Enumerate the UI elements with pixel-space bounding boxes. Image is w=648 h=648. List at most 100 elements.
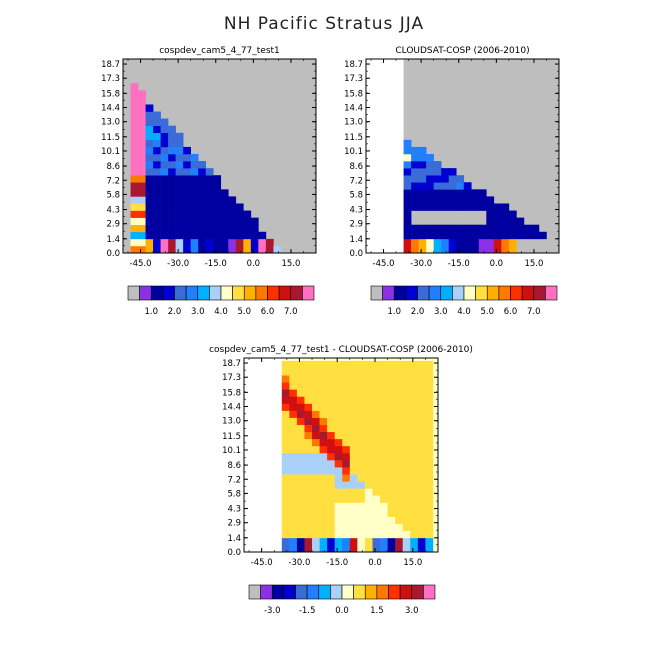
heatmap-cell — [395, 445, 404, 454]
heatmap-cell — [319, 467, 328, 475]
heatmap-cell — [175, 245, 184, 254]
heatmap-cell — [160, 182, 169, 190]
colorbar-box — [411, 584, 424, 600]
heatmap-cell — [418, 203, 427, 211]
heatmap-cell — [334, 417, 343, 425]
heatmap-cell — [410, 474, 419, 482]
heatmap-cell — [175, 203, 184, 211]
heatmap-cell — [501, 238, 510, 247]
panel-title: cospdev_cam5_4_77_test1 - CLOUDSAT-COSP … — [209, 345, 473, 355]
heatmap-cell — [138, 111, 146, 119]
heatmap-cell — [289, 502, 298, 510]
heatmap-cell — [380, 509, 388, 517]
heatmap-cell — [493, 210, 502, 218]
heatmap-cell — [426, 245, 434, 254]
heatmap-cell — [319, 474, 328, 482]
heatmap-cell — [190, 189, 199, 197]
heatmap-cell — [372, 389, 381, 397]
heatmap-cell — [342, 502, 351, 510]
heatmap-cell — [190, 182, 199, 190]
heatmap-cell — [349, 410, 358, 418]
heatmap-cell — [372, 537, 381, 546]
heatmap-cell — [304, 474, 313, 482]
heatmap-cell — [168, 182, 176, 190]
heatmap-cell — [372, 460, 381, 468]
heatmap-cell — [395, 467, 404, 475]
heatmap-cell — [190, 196, 199, 204]
heatmap-cell — [380, 403, 388, 411]
heatmap-cell — [425, 452, 434, 461]
heatmap-cell — [448, 238, 457, 247]
heatmap-cell — [410, 523, 419, 532]
heatmap-cell — [411, 182, 419, 190]
heatmap-cell — [296, 523, 305, 532]
heatmap-cell — [478, 245, 487, 254]
heatmap-cell — [153, 175, 161, 183]
heatmap-cell — [334, 382, 343, 390]
heatmap-cell — [160, 139, 169, 148]
heatmap-cell — [130, 146, 139, 155]
heatmap-cell — [349, 537, 358, 546]
heatmap-cell — [243, 238, 252, 247]
heatmap-cell — [448, 224, 457, 233]
colorbar-box — [278, 285, 292, 301]
heatmap-cell — [364, 509, 373, 517]
heatmap-cell — [319, 410, 328, 418]
heatmap-cell — [198, 189, 207, 197]
heatmap-cell — [349, 523, 358, 532]
heatmap-cell — [342, 368, 351, 376]
heatmap-cell — [342, 544, 351, 553]
heatmap-cell — [145, 231, 154, 240]
plot-frame — [365, 58, 560, 254]
heatmap-cell — [441, 182, 450, 190]
heatmap-cell — [190, 217, 199, 226]
heatmap-cell — [130, 125, 139, 134]
colorbar-box — [341, 584, 354, 600]
heatmap-cell — [160, 153, 169, 162]
heatmap-cell — [433, 175, 442, 183]
heatmap-cell — [312, 417, 320, 425]
heatmap-cell — [327, 537, 336, 546]
heatmap-cell — [130, 238, 139, 247]
heatmap-cell — [304, 481, 313, 489]
heatmap-cell — [411, 161, 419, 169]
heatmap-cell — [312, 460, 320, 468]
heatmap-cell — [410, 438, 419, 447]
heatmap-cell — [145, 196, 154, 204]
heatmap-cell — [312, 431, 320, 440]
heatmap-cell — [312, 361, 320, 369]
colorbar-label: 3.0 — [434, 307, 448, 317]
y-tick-label: 17.3 — [222, 373, 241, 383]
heatmap-cell — [486, 231, 495, 240]
heatmap-cell — [357, 509, 366, 517]
heatmap-cell — [235, 231, 244, 240]
heatmap-cell — [463, 231, 472, 240]
heatmap-cell — [426, 153, 434, 162]
heatmap-cell — [130, 118, 139, 126]
heatmap-cell — [387, 431, 396, 440]
heatmap-cell — [364, 481, 373, 489]
colorbar-box — [295, 584, 308, 600]
heatmap-cell — [402, 460, 411, 468]
heatmap-cell — [357, 438, 366, 447]
y-tick-label: 8.6 — [349, 162, 363, 172]
heatmap-cell — [364, 431, 373, 440]
heatmap-cell — [130, 245, 139, 254]
heatmap-cell — [138, 168, 146, 176]
heatmap-cell — [357, 495, 366, 503]
heatmap-cell — [296, 452, 305, 461]
heatmap-cell — [387, 537, 396, 546]
heatmap-cell — [327, 445, 336, 454]
heatmap-cell — [228, 238, 237, 247]
heatmap-cell — [372, 424, 381, 433]
y-tick-label: 14.4 — [344, 104, 363, 114]
heatmap-cell — [501, 217, 510, 226]
heatmap-cell — [456, 224, 465, 233]
heatmap-cell — [426, 203, 434, 211]
heatmap-cell — [357, 488, 366, 496]
heatmap-cell — [289, 389, 298, 397]
heatmap-cell — [213, 238, 222, 247]
colorbar-box — [498, 285, 511, 301]
heatmap-cell — [411, 153, 419, 162]
heatmap-cell — [357, 530, 366, 539]
